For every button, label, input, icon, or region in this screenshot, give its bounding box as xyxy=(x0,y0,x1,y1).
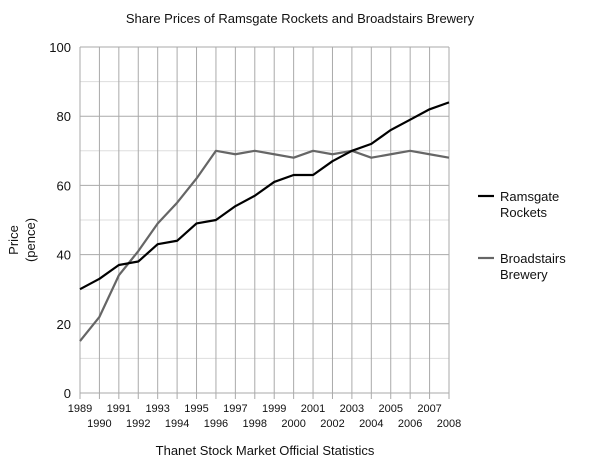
y-tick-label: 40 xyxy=(57,248,71,263)
x-axis: 1989 1990 1991 1992 1993 1994 1995 1996 1997 1998… xyxy=(68,403,461,430)
x-tick-label: 1999 xyxy=(262,403,286,415)
x-tick-label: 2005 xyxy=(378,403,402,415)
y-tick-label: 100 xyxy=(49,40,71,55)
x-tick-label: 1990 xyxy=(87,418,111,430)
x-tick-label: 1994 xyxy=(165,418,189,430)
x-axis-label: Thanet Stock Market Official Statistics xyxy=(156,443,375,458)
legend: Ramsgate Rockets Broadstairs Brewery xyxy=(478,189,566,282)
y-axis-label-line2: (pence) xyxy=(23,218,38,262)
y-tick-label: 80 xyxy=(57,109,71,124)
y-axis: 0 20 40 60 80 100 xyxy=(49,40,71,401)
series-line-broadstairs-brewery xyxy=(79,149,450,342)
x-tick-label: 1993 xyxy=(145,403,169,415)
y-axis-label-line1: Price xyxy=(6,225,21,255)
grid xyxy=(79,46,450,399)
series-lines xyxy=(79,101,450,342)
x-tick-label: 2004 xyxy=(359,418,383,430)
chart-title: Share Prices of Ramsgate Rockets and Bro… xyxy=(126,11,475,26)
x-tick-label: 2001 xyxy=(301,403,325,415)
x-tick-label: 1992 xyxy=(126,418,150,430)
y-tick-label: 0 xyxy=(64,386,71,401)
x-tick-label: 1997 xyxy=(223,403,247,415)
x-tick-label: 2000 xyxy=(281,418,305,430)
series-line-ramsgate-rockets xyxy=(79,101,450,291)
x-tick-label: 2007 xyxy=(417,403,441,415)
x-tick-label: 2006 xyxy=(398,418,422,430)
y-tick-label: 20 xyxy=(57,317,71,332)
x-tick-label: 2002 xyxy=(320,418,344,430)
x-tick-label: 2003 xyxy=(340,403,364,415)
y-tick-label: 60 xyxy=(57,178,71,193)
x-tick-label: 1989 xyxy=(68,403,92,415)
x-tick-label: 1995 xyxy=(184,403,208,415)
legend-label-broadstairs-2: Brewery xyxy=(500,267,548,282)
x-tick-label: 1991 xyxy=(107,403,131,415)
x-tick-label: 2008 xyxy=(437,418,461,430)
legend-label-ramsgate-2: Rockets xyxy=(500,205,547,220)
legend-label-ramsgate-1: Ramsgate xyxy=(500,189,559,204)
legend-label-broadstairs-1: Broadstairs xyxy=(500,251,566,266)
x-tick-label: 1996 xyxy=(204,418,228,430)
x-tick-label: 1998 xyxy=(243,418,267,430)
